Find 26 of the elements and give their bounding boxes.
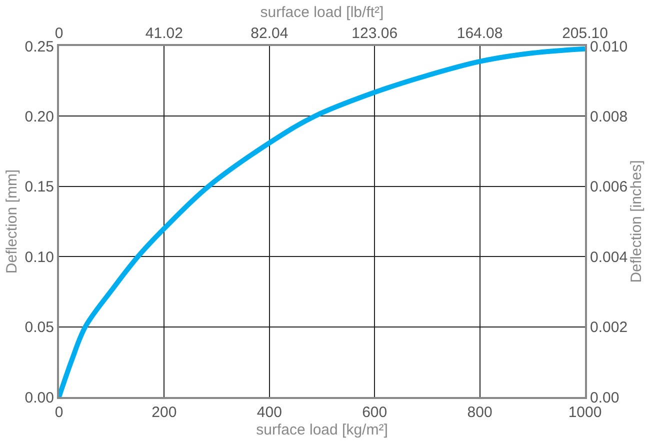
x2-tick-label: 164.08 <box>456 25 503 42</box>
y-tick-label: 0.20 <box>24 108 54 126</box>
y-tick-label: 0.10 <box>24 248 54 266</box>
x2-tick-label: 123.06 <box>352 25 398 42</box>
y2-tick-label: 0.008 <box>590 108 628 126</box>
y-tick-label: 0.05 <box>24 319 54 336</box>
y2-tick-label: 0.00 <box>590 389 620 406</box>
y-tick-label: 0.25 <box>24 38 54 56</box>
y2-tick-label: 0.002 <box>590 319 628 336</box>
x-tick-label: 600 <box>362 404 388 421</box>
x2-tick-label: 82.04 <box>250 25 288 42</box>
y2-axis-title: Deflection [inches] <box>628 160 646 283</box>
x-tick-label: 1000 <box>568 404 602 421</box>
x-tick-label: 200 <box>152 404 177 421</box>
y-axis-title: Deflection [mm] <box>4 169 21 274</box>
x-tick-label: 800 <box>467 404 492 421</box>
x-tick-label: 0 <box>54 404 64 421</box>
x2-tick-label: 0 <box>54 25 64 42</box>
y2-tick-label: 0.004 <box>590 248 628 266</box>
y-tick-label: 0.15 <box>24 178 54 196</box>
x2-tick-label: 41.02 <box>145 25 183 42</box>
y-tick-label: 0.00 <box>24 389 54 406</box>
y2-tick-label: 0.006 <box>590 178 628 196</box>
x2-axis-title: surface load [lb/ft²] <box>260 4 384 21</box>
x-axis-title: surface load [kg/m²] <box>256 422 388 438</box>
x-tick-label: 400 <box>256 404 282 421</box>
